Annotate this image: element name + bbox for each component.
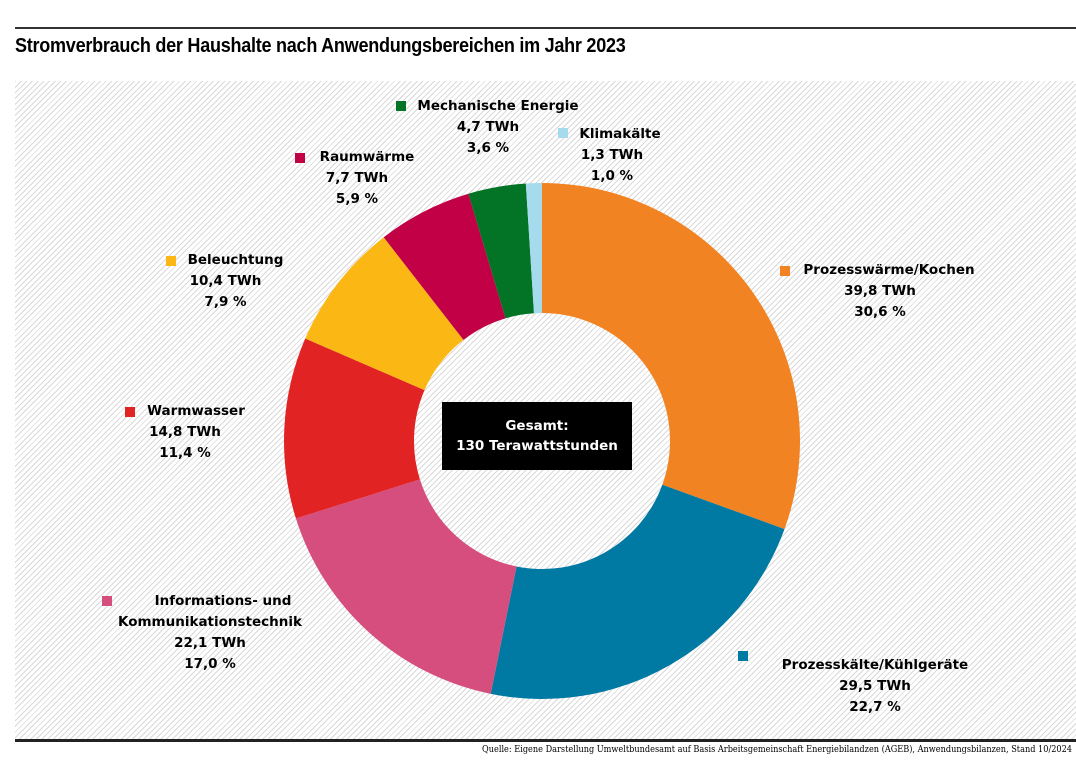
donut-slice-raumwaerme <box>383 193 506 340</box>
label-prozesswaerme: Prozesswärme/Kochen 39,8 TWh 30,6 % <box>780 260 980 323</box>
donut-slice-warmwasser <box>284 338 425 519</box>
label-ikt: Informations- und Kommunikationstechnik … <box>100 591 320 675</box>
label-percent: 1,0 % <box>590 168 634 184</box>
label-percent: 7,9 % <box>204 294 247 310</box>
label-name-line1: Informations- und <box>154 593 292 609</box>
bottom-rule <box>15 739 1076 742</box>
legend-swatch-klimakaelte <box>558 128 568 138</box>
label-percent: 30,6 % <box>854 304 906 320</box>
label-warmwasser: Warmwasser 14,8 TWh 11,4 % <box>120 401 250 464</box>
label-percent: 11,4 % <box>159 445 211 461</box>
top-rule <box>15 27 1076 29</box>
label-prozesskaelte: Prozesskälte/Kühlgeräte 29,5 TWh 22,7 % <box>735 651 975 718</box>
label-name: Warmwasser <box>147 403 245 419</box>
label-name: Prozesskälte/Kühlgeräte <box>781 657 969 673</box>
label-value: 10,4 TWh <box>189 273 262 289</box>
total-value: 130 Terawattstunden <box>456 438 618 454</box>
label-name: Beleuchtung <box>187 252 284 268</box>
label-value: 14,8 TWh <box>149 424 221 440</box>
donut-slice-beleuchtung <box>305 237 464 391</box>
legend-swatch-mechanische-energie <box>396 101 406 111</box>
label-value: 1,3 TWh <box>580 147 644 163</box>
donut-slice-mechanische-energie <box>468 183 534 319</box>
label-name: Prozesswärme/Kochen <box>803 262 975 278</box>
donut-slice-ikt <box>295 479 517 694</box>
label-value: 22,1 TWh <box>174 635 246 651</box>
label-raumwaerme: Raumwärme 7,7 TWh 5,9 % <box>292 147 422 210</box>
label-value: 7,7 TWh <box>325 170 389 186</box>
label-value: 29,5 TWh <box>839 678 911 694</box>
donut-slice-prozesswaerme <box>542 183 800 530</box>
legend-swatch-prozesskaelte <box>738 651 748 661</box>
donut-slice-prozesskaelte <box>490 484 785 700</box>
legend-swatch-beleuchtung <box>166 256 176 266</box>
label-percent: 17,0 % <box>184 656 236 672</box>
label-name-line2: Kommunikationstechnik <box>117 614 302 630</box>
label-name: Raumwärme <box>319 149 415 165</box>
legend-swatch-ikt <box>102 596 112 606</box>
label-percent: 22,7 % <box>849 699 901 715</box>
label-value: 39,8 TWh <box>844 283 916 299</box>
donut-slice-klimakaelte <box>525 183 542 314</box>
chart-title: Stromverbrauch der Haushalte nach Anwend… <box>15 34 626 57</box>
label-percent: 5,9 % <box>335 191 379 207</box>
label-name: Klimakälte <box>579 126 661 142</box>
label-value: 4,7 TWh <box>456 119 520 135</box>
legend-swatch-warmwasser <box>125 407 135 417</box>
label-beleuchtung: Beleuchtung 10,4 TWh 7,9 % <box>163 250 288 313</box>
total-label: Gesamt: <box>505 418 569 434</box>
label-name: Mechanische Energie <box>417 98 579 114</box>
label-percent: 3,6 % <box>466 140 510 156</box>
legend-swatch-prozesswaerme <box>780 266 790 276</box>
legend-swatch-raumwaerme <box>295 153 305 163</box>
total-box: Gesamt: 130 Terawattstunden <box>442 402 632 470</box>
label-mechanische-energie: Mechanische Energie 4,7 TWh 3,6 % <box>393 96 583 159</box>
label-klimakaelte: Klimakälte 1,3 TWh 1,0 % <box>557 124 667 187</box>
source-note: Quelle: Eigene Darstellung Umweltbundesa… <box>482 744 1072 755</box>
